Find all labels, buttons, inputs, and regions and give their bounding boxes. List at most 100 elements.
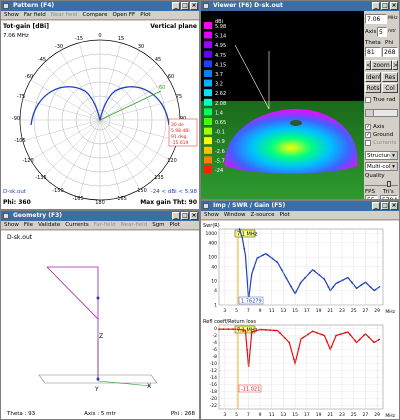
- geometry-canvas[interactable]: D-sk.out Z Y X Theta : 93 Axis : 5 mtr P…: [1, 231, 199, 419]
- legend-value: -24: [215, 168, 223, 174]
- structure-select[interactable]: Structure: [365, 151, 398, 160]
- close-button[interactable]: ×: [190, 212, 198, 220]
- geometry-svg[interactable]: D-sk.out Z Y X Theta : 93 Axis : 5 mtr P…: [1, 231, 199, 420]
- menu-near-field[interactable]: Near field: [50, 12, 78, 18]
- maximize-button[interactable]: □: [181, 212, 189, 220]
- menu-plot[interactable]: Plot: [140, 12, 151, 18]
- fps-value: 55: [365, 195, 378, 199]
- impedance-titlebar[interactable]: Imp / SWR / Gain (F5) _ □ ×: [201, 201, 399, 211]
- axis-field[interactable]: 5: [377, 27, 387, 37]
- y-tick-label: -16: [210, 382, 217, 388]
- swr-point: [308, 271, 311, 274]
- legend-swatch: [204, 89, 212, 97]
- minimize-button[interactable]: _: [372, 202, 380, 210]
- swr-point: [276, 261, 278, 263]
- menu-plot[interactable]: Plot: [279, 212, 290, 218]
- maximize-button[interactable]: □: [381, 202, 389, 210]
- menu-near-field[interactable]: Near-field: [120, 222, 148, 228]
- impedance-window: Imp / SWR / Gain (F5) _ □ × Show Window …: [200, 200, 400, 420]
- menu-currents[interactable]: Currents: [65, 222, 89, 228]
- menu-compare[interactable]: Compare: [82, 12, 108, 18]
- swr-point: [346, 276, 349, 279]
- x-tick-label: 13: [281, 308, 287, 314]
- true-rad-checkbox[interactable]: True rad: [365, 97, 396, 103]
- close-button[interactable]: ×: [390, 202, 398, 210]
- res-button[interactable]: Res: [382, 72, 398, 82]
- theta-field[interactable]: 81: [365, 47, 381, 57]
- viewer-titlebar[interactable]: Viewer (F6) D-sk.out _ □ ×: [201, 1, 399, 11]
- multi-color-select[interactable]: Multi-colo: [365, 162, 398, 171]
- scrollbar[interactable]: [365, 109, 398, 117]
- y-tick-label: -22: [210, 403, 217, 409]
- ident-button[interactable]: Ident: [365, 72, 381, 82]
- phi-field[interactable]: 268: [382, 47, 398, 57]
- rl-point: [358, 338, 361, 341]
- y-tick-label: -8: [213, 354, 218, 360]
- close-button[interactable]: ×: [190, 2, 198, 10]
- menu-plot[interactable]: Plot: [169, 222, 180, 228]
- legend-swatch: [204, 118, 212, 125]
- pattern-title: Pattern (F4): [13, 2, 55, 9]
- currents-checkbox[interactable]: Currents: [365, 140, 397, 146]
- zoom-button[interactable]: zoom: [371, 60, 392, 70]
- viewer-3d-area[interactable]: dBi 5.98 5.14 4.95 4.75 4.15 3.7 3.2 2.62 2.08 1.…: [201, 11, 364, 199]
- angle-label-m60: -60: [25, 74, 33, 80]
- ground-checkbox[interactable]: ✓ Ground: [365, 132, 394, 138]
- geometry-menubar: Show File Validate Currents Far-field Ne…: [1, 221, 199, 230]
- swr-point: [322, 277, 325, 280]
- menu-show[interactable]: Show: [4, 12, 19, 18]
- menu-show[interactable]: Show: [4, 222, 19, 228]
- viewer-3d-canvas[interactable]: dBi 5.98 5.14 4.95 4.75 4.15 3.7 3.2 2.62 2.08 1.…: [201, 11, 366, 200]
- freq-field[interactable]: 7.06: [365, 14, 387, 24]
- menu-file[interactable]: File: [23, 222, 34, 228]
- pattern-range: -24 < dBi < 5.98: [151, 189, 198, 195]
- rl-point: [321, 333, 323, 336]
- y-tick-label: 1000: [206, 231, 218, 237]
- pattern-titlebar[interactable]: Pattern (F4) _ □ ×: [1, 1, 199, 11]
- legend-value: -5.7: [215, 158, 225, 164]
- menu-show[interactable]: Show: [204, 212, 219, 218]
- y-tick-label: 1: [214, 303, 217, 309]
- close-button[interactable]: ×: [390, 2, 398, 10]
- minimize-button[interactable]: _: [172, 2, 180, 10]
- menu-far-field[interactable]: Far-field: [93, 222, 116, 228]
- menu-far-field[interactable]: Far field: [23, 12, 46, 18]
- zoom-out-button[interactable]: <: [365, 60, 371, 70]
- maximize-button[interactable]: □: [381, 2, 389, 10]
- zoom-in-button[interactable]: >: [392, 60, 398, 70]
- menu-window[interactable]: Window: [223, 212, 246, 218]
- geometry-titlebar[interactable]: Geometry (F3) _ □ ×: [1, 211, 199, 221]
- quality-slider[interactable]: [365, 181, 398, 187]
- rl-point: [255, 329, 258, 332]
- axis-checkbox[interactable]: ✓ Axis: [365, 124, 385, 130]
- rl-point: [264, 329, 267, 331]
- swr-label: Swr(R): [203, 223, 220, 229]
- swr-point: [355, 287, 358, 290]
- rl-readout: -11.021: [241, 387, 260, 393]
- rots-button[interactable]: Rots: [365, 83, 381, 93]
- angle-label-m165: -165: [72, 196, 83, 202]
- menu-open-ff[interactable]: Open FF: [112, 12, 136, 18]
- legend-swatch: [204, 108, 212, 116]
- minimize-button[interactable]: _: [172, 212, 180, 220]
- radiation-donut: [224, 109, 358, 174]
- antenna-wire: [46, 266, 99, 320]
- swr-readout: 1.76279: [241, 299, 262, 305]
- rl-x-unit: MHz: [385, 413, 395, 419]
- feed-point: [96, 296, 100, 300]
- menu-validate[interactable]: Validate: [38, 222, 61, 228]
- source-point: [96, 377, 100, 381]
- x-tick-label: 23: [339, 412, 345, 418]
- impedance-title: Imp / SWR / Gain (F5): [213, 202, 286, 209]
- pattern-phi: Phi: 360: [3, 199, 31, 206]
- legend-value: 4.75: [215, 53, 226, 59]
- app-icon: [203, 3, 209, 9]
- menu-sgm[interactable]: Sgm: [152, 222, 165, 228]
- menu-z-source[interactable]: Z-source: [250, 212, 275, 218]
- rl-point: [335, 334, 338, 337]
- x-tick-label: 9: [259, 412, 262, 418]
- minimize-button[interactable]: _: [372, 2, 380, 10]
- legend-swatch: [204, 127, 212, 135]
- col-button[interactable]: Col: [382, 83, 398, 93]
- maximize-button[interactable]: □: [181, 2, 189, 10]
